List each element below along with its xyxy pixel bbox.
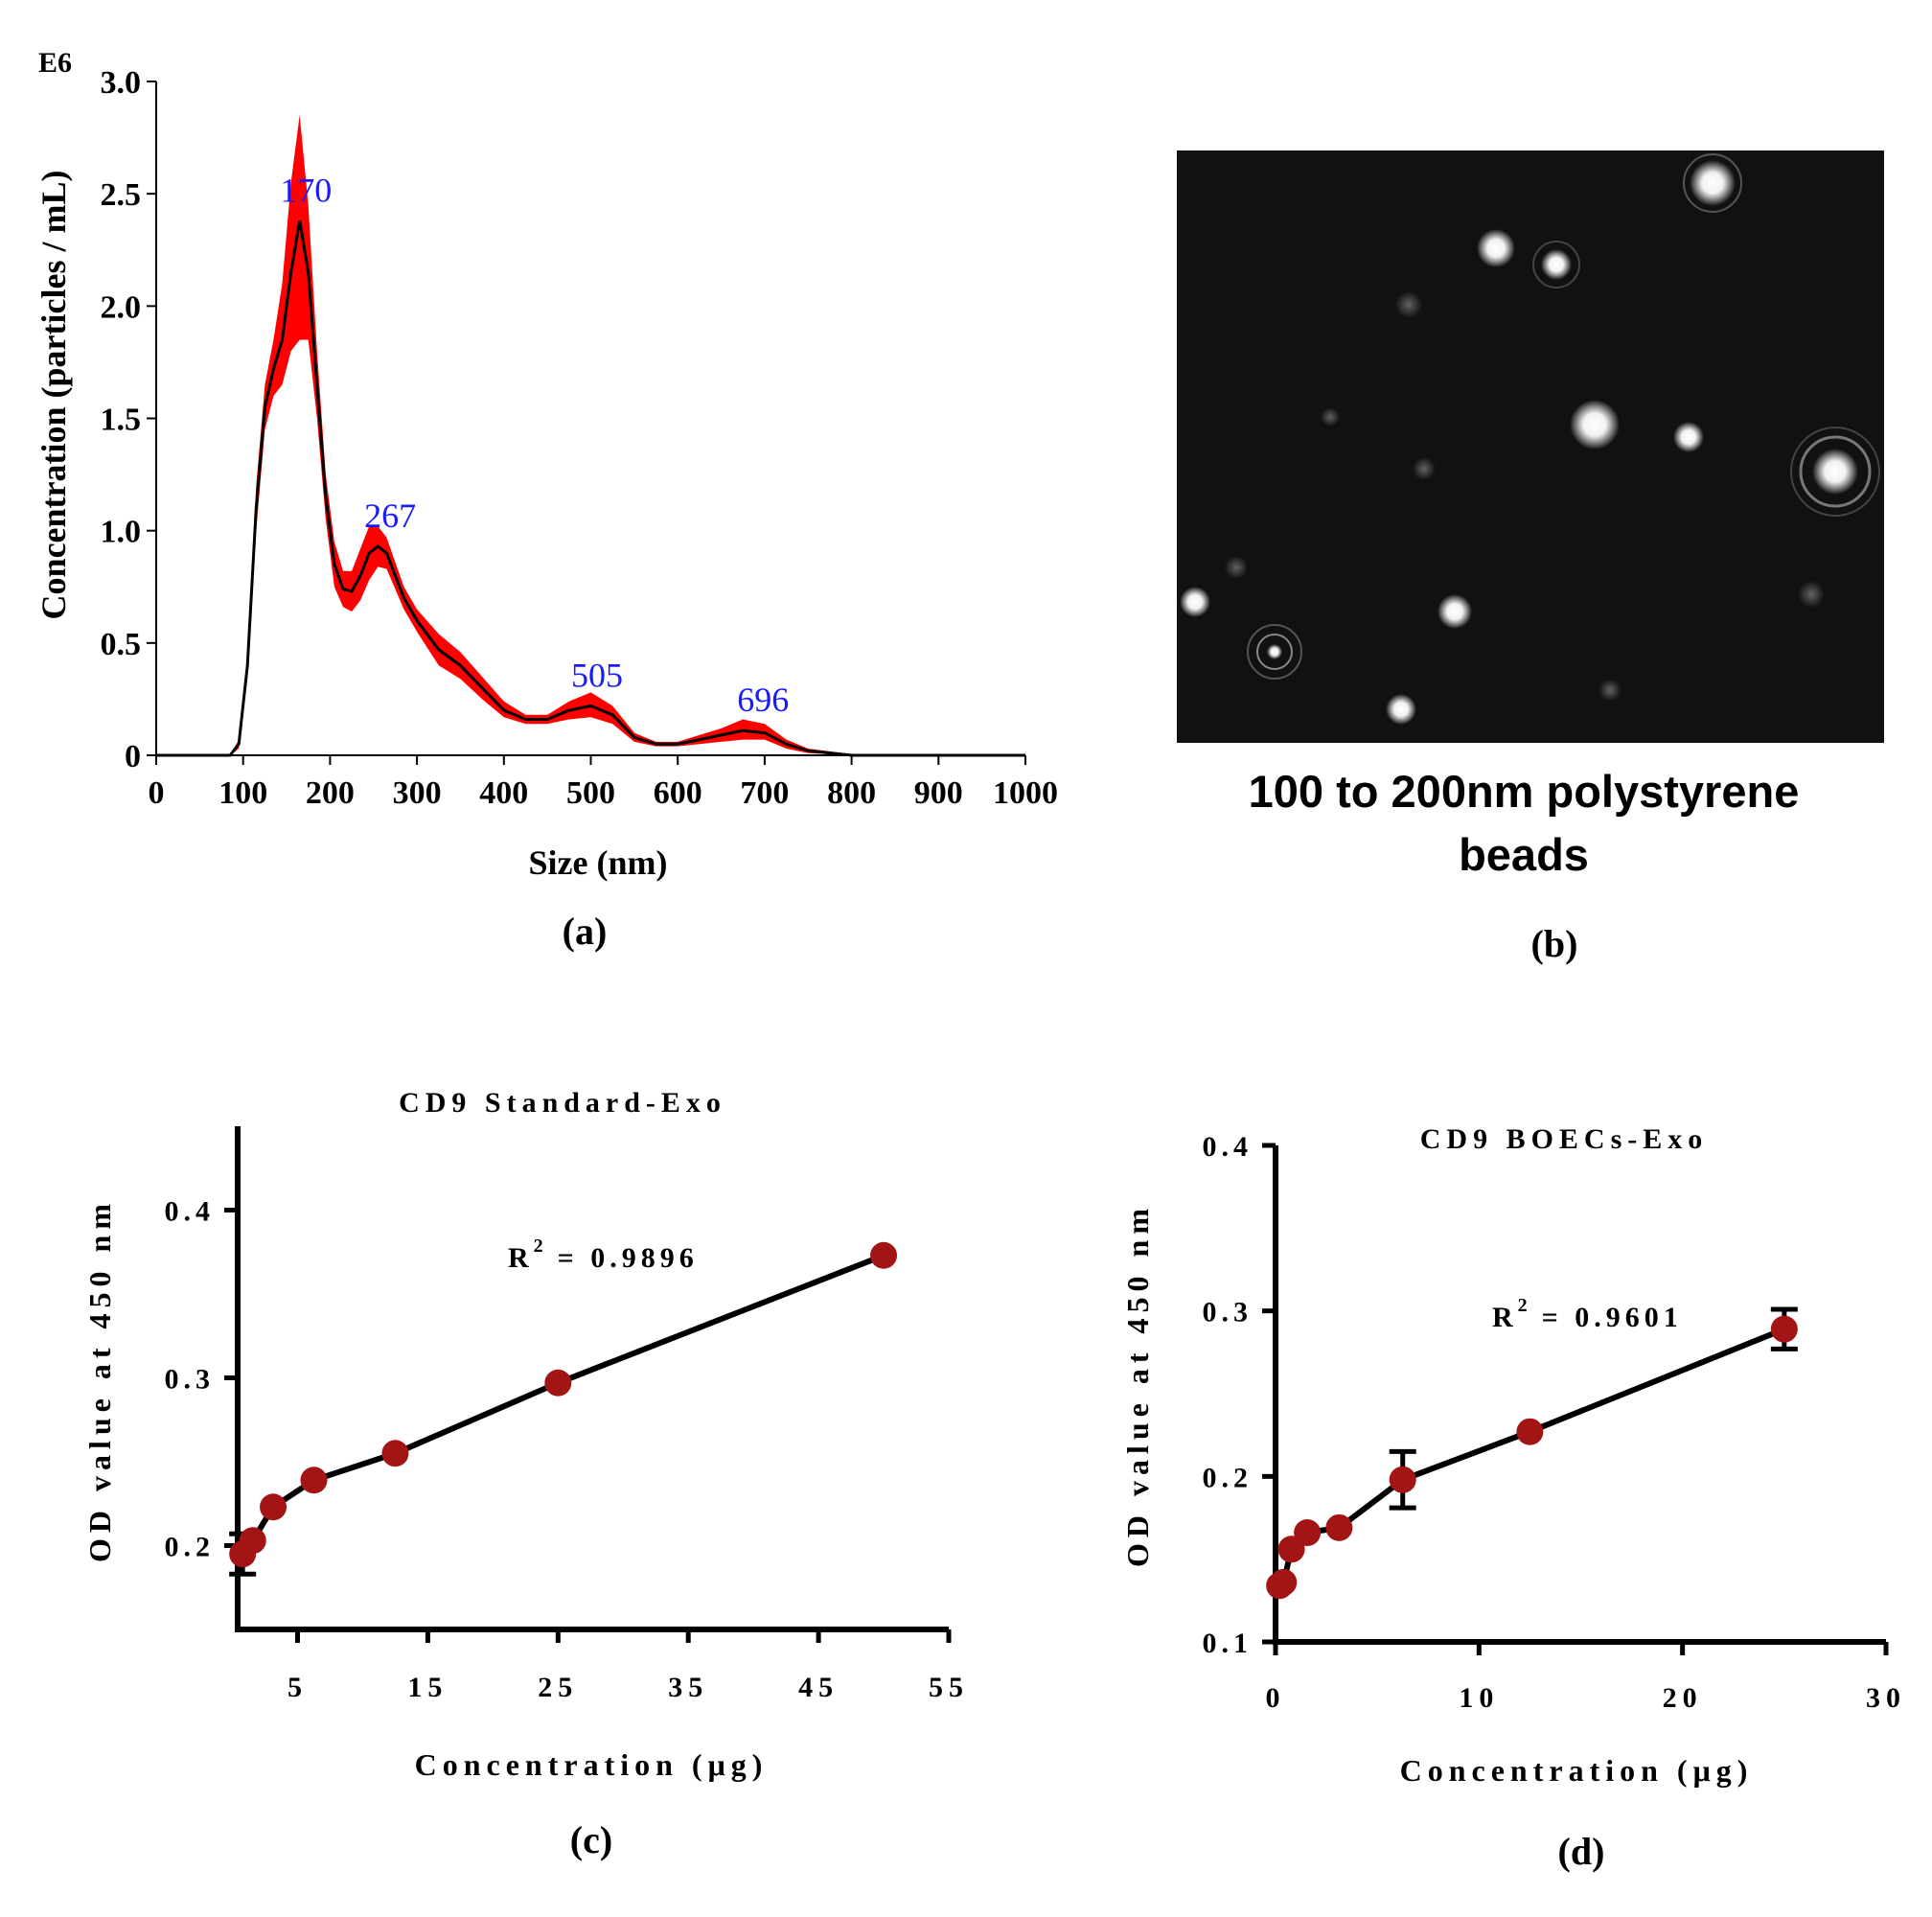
y-tick-label: 0.3 — [1203, 1297, 1254, 1328]
panel-caption-c: (c) — [570, 1818, 612, 1861]
fit-line — [240, 1253, 886, 1557]
r2-value: = 0.9601 — [1542, 1302, 1683, 1333]
peak-label: 696 — [737, 681, 789, 719]
data-point — [1325, 1513, 1353, 1541]
mean-line-group — [156, 220, 1025, 757]
bead-spots — [1180, 153, 1880, 725]
data-point — [1277, 1536, 1305, 1563]
data-point — [1770, 1315, 1798, 1343]
y-tick-label: 0.5 — [101, 627, 142, 662]
y-tick-label: 2.5 — [101, 177, 142, 213]
axes-group — [147, 81, 1026, 765]
y-tick-label: 3.0 — [101, 65, 142, 101]
axes-group — [224, 1126, 952, 1643]
x-tick-label: 20 — [1663, 1682, 1703, 1714]
r2-label: R — [508, 1242, 534, 1274]
panel-d-boecs-curve: CD9 BOECs-Exo 0 10 20 30 0.1 0.2 0.3 0.4 R2 = 0.… — [1120, 1123, 1906, 1873]
peak-label: 267 — [364, 497, 416, 535]
chart-title: CD9 Standard-Exo — [399, 1087, 726, 1119]
data-point — [260, 1493, 288, 1521]
y-multiplier-label: E6 — [38, 47, 72, 79]
data-point — [1294, 1519, 1322, 1547]
fit-line-group — [240, 1253, 886, 1557]
x-tick-label: 100 — [218, 775, 267, 811]
peak-labels-group: 170 267 505 696 — [280, 171, 789, 719]
panel-c-standard-curve: CD9 Standard-Exo 5 15 25 35 45 55 0.2 0.3 0.4 R2… — [82, 1087, 969, 1861]
r-squared-annotation: R2 = 0.9601 — [1492, 1295, 1683, 1333]
peak-label: 170 — [280, 171, 332, 209]
tick-labels-group: 5 15 25 35 45 55 0.2 0.3 0.4 — [165, 1196, 969, 1704]
data-point — [1389, 1466, 1416, 1493]
x-tick-label: 300 — [393, 775, 442, 811]
y-tick-label: 0.4 — [165, 1196, 216, 1228]
chart-title: CD9 BOECs-Exo — [1420, 1123, 1709, 1155]
y-axis-title: OD value at 450 nm — [82, 1198, 117, 1562]
data-points-group — [1266, 1315, 1798, 1600]
fit-line-group — [1277, 1326, 1785, 1588]
panel-caption-d: (d) — [1558, 1830, 1605, 1873]
panel-caption-a: (a) — [563, 910, 608, 953]
image-caption-line2: beads — [1459, 829, 1589, 880]
x-tick-label: 800 — [827, 775, 876, 811]
r2-label: R — [1492, 1302, 1518, 1333]
microscopy-image — [1177, 150, 1884, 743]
data-point — [381, 1440, 409, 1467]
x-tick-label: 15 — [407, 1672, 448, 1703]
y-tick-label: 1.5 — [101, 403, 142, 438]
x-axis-title: Size (nm) — [529, 843, 668, 882]
y-tick-label: 0.3 — [165, 1364, 216, 1396]
x-axis-title: Concentration (μg) — [415, 1747, 769, 1782]
data-point — [239, 1527, 266, 1555]
image-caption-line1: 100 to 200nm polystyrene — [1249, 766, 1800, 817]
y-tick-label: 0 — [125, 739, 141, 774]
y-tick-label: 0.1 — [1203, 1628, 1254, 1659]
x-tick-label: 400 — [479, 775, 528, 811]
fit-line — [1277, 1326, 1785, 1588]
x-tick-label: 1000 — [993, 775, 1058, 811]
x-tick-label: 5 — [288, 1672, 308, 1703]
data-point — [1516, 1418, 1544, 1445]
x-tick-label: 55 — [929, 1672, 969, 1703]
x-axis-title: Concentration (μg) — [1400, 1753, 1754, 1788]
x-tick-label: 45 — [798, 1672, 839, 1703]
x-tick-label: 700 — [740, 775, 789, 811]
y-tick-label: 0.2 — [165, 1532, 216, 1563]
y-tick-label: 0.4 — [1203, 1131, 1254, 1163]
tick-labels-group: 0 10 20 30 0.1 0.2 0.3 0.4 — [1203, 1131, 1906, 1714]
x-tick-label: 200 — [306, 775, 355, 811]
x-tick-label: 0 — [149, 775, 165, 811]
data-point — [870, 1241, 898, 1269]
data-point — [1270, 1568, 1298, 1596]
peak-label: 505 — [571, 656, 623, 694]
r2-superscript: 2 — [1518, 1295, 1532, 1316]
axes-group — [1262, 1143, 1889, 1655]
x-tick-label: 10 — [1459, 1682, 1499, 1714]
panel-b-microscopy: 100 to 200nm polystyrene beads (b) — [1177, 150, 1884, 965]
data-points-group — [229, 1241, 898, 1568]
r-squared-annotation: R2 = 0.9896 — [508, 1236, 699, 1274]
y-tick-label: 2.0 — [101, 289, 142, 325]
tick-labels-group: 0 100 200 300 400 500 600 700 800 900 1000 0 0.5 1.0 1… — [101, 65, 1059, 811]
r2-value: = 0.9896 — [558, 1242, 699, 1274]
data-point — [300, 1467, 328, 1494]
y-axis-title: OD value at 450 nm — [1120, 1203, 1155, 1567]
r2-superscript: 2 — [534, 1236, 548, 1257]
x-tick-label: 600 — [654, 775, 702, 811]
y-tick-label: 0.2 — [1203, 1462, 1254, 1493]
x-tick-label: 500 — [566, 775, 615, 811]
y-axis-title: Concentration (particles / mL) — [34, 171, 73, 620]
x-tick-label: 25 — [538, 1672, 578, 1703]
x-tick-label: 900 — [914, 775, 963, 811]
x-tick-label: 30 — [1866, 1682, 1906, 1714]
mean-line — [156, 220, 1025, 757]
panel-caption-b: (b) — [1531, 922, 1578, 965]
data-point — [544, 1369, 572, 1397]
y-tick-label: 1.0 — [101, 515, 142, 550]
x-tick-label: 35 — [668, 1672, 708, 1703]
x-tick-label: 0 — [1266, 1682, 1286, 1714]
panel-a-size-distribution: 0 100 200 300 400 500 600 700 800 900 1000 0 0.5 1.0 1… — [34, 47, 1058, 953]
